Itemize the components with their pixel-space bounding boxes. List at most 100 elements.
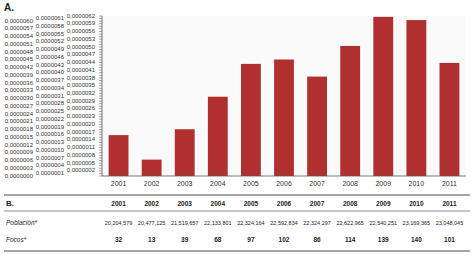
y-tick-label: 0,0000015	[5, 134, 34, 140]
y-tick	[99, 62, 102, 63]
y-tick-label: 0,0000023	[67, 113, 96, 119]
table-header: 2003	[177, 200, 192, 207]
x-tick-label: 2009	[375, 180, 391, 187]
y-tick	[99, 124, 102, 125]
y-tick-label: 0,0000034	[36, 85, 65, 91]
y-tick-label: 0,0000061	[36, 15, 65, 21]
y-tick	[99, 83, 102, 84]
table-cell: 23,048,045	[436, 220, 464, 226]
bar	[109, 135, 129, 176]
x-tick-label: 2008	[342, 180, 358, 187]
y-tick	[99, 70, 102, 71]
table-cell: 101	[444, 236, 455, 243]
table-cell: 39	[181, 236, 189, 243]
y-tick-label: 0,0000060	[5, 18, 34, 24]
table-cell: 20,204,579	[105, 220, 133, 226]
y-tick-label: 0,0000058	[36, 23, 65, 29]
table-header: 2008	[343, 200, 358, 207]
y-tick	[99, 21, 102, 22]
y-tick	[99, 44, 102, 45]
table-cell: 20,477,125	[138, 220, 166, 226]
x-axis-line	[102, 176, 466, 177]
y-tick-label: 0,0000025	[36, 108, 65, 114]
y-tick-label: 0,0000045	[5, 56, 34, 62]
y-tick-label: 0,0000003	[5, 165, 34, 171]
table-cell: 22,592,834	[270, 220, 298, 226]
table-header: 2004	[211, 200, 226, 207]
y-tick	[99, 85, 102, 86]
table-cell: 22,324,297	[303, 220, 331, 226]
y-tick	[99, 16, 102, 17]
y-tick-label: 0,0000013	[36, 139, 65, 145]
y-tick-label: 0,0000062	[67, 13, 96, 19]
y-tick-label: 0,0000052	[36, 38, 65, 44]
bar	[406, 20, 426, 176]
y-tick-label: 0,0000021	[5, 118, 34, 124]
y-tick	[99, 65, 102, 66]
y-tick	[99, 168, 102, 169]
y-tick-label: 0,0000054	[5, 33, 34, 39]
y-tick	[99, 59, 102, 60]
y-tick	[99, 31, 102, 32]
y-tick-label: 0,0000001	[36, 170, 65, 176]
y-tick-label: 0,0000043	[36, 62, 65, 68]
y-tick	[99, 80, 102, 81]
table-cell: 23,169,365	[403, 220, 431, 226]
y-tick-label: 0,0000042	[5, 64, 34, 70]
y-tick	[99, 150, 102, 151]
bar	[440, 63, 460, 176]
y-tick	[99, 160, 102, 161]
y-tick	[99, 111, 102, 112]
x-tick-label: 2003	[177, 180, 193, 187]
y-tick	[99, 114, 102, 115]
y-tick	[99, 39, 102, 40]
y-tick-label: 0,0000032	[67, 90, 96, 96]
y-tick	[99, 18, 102, 19]
y-tick	[99, 54, 102, 55]
y-tick	[99, 163, 102, 164]
y-tick-label: 0,0000009	[5, 149, 34, 155]
y-tick	[99, 132, 102, 133]
y-tick-label: 0,0000035	[67, 82, 96, 88]
chart: A.0,00000000,00000010,00000020,00000030,…	[0, 0, 474, 264]
table-header: 2001	[111, 200, 126, 207]
y-tick	[99, 176, 102, 177]
y-tick-label: 0,0000007	[36, 155, 65, 161]
y-tick-label: 0,0000046	[36, 54, 65, 60]
y-tick-label: 0,0000004	[36, 162, 65, 168]
table-header: 2010	[409, 200, 424, 207]
y-tick-label: 0,0000010	[36, 147, 65, 153]
table-cell: 68	[214, 236, 222, 243]
y-tick-label: 0,0000041	[67, 67, 96, 73]
table-header: 2009	[376, 200, 391, 207]
y-tick-label: 0,0000030	[5, 95, 34, 101]
table-header: 2002	[144, 200, 159, 207]
table: B.20012002200320042005200620072008200920…	[4, 195, 470, 251]
y-tick	[99, 34, 102, 35]
y-tick	[99, 23, 102, 24]
y-tick-label: 0,0000056	[67, 28, 96, 34]
x-tick-label: 2006	[276, 180, 292, 187]
y-tick-label: 0,0000044	[67, 59, 96, 65]
y-tick	[99, 108, 102, 109]
y-tick-label: 0,0000031	[36, 93, 65, 99]
y-tick	[99, 126, 102, 127]
y-tick-label: 0,0000014	[67, 136, 96, 142]
y-tick-label: 0,0000037	[36, 77, 65, 83]
y-tick	[99, 96, 102, 97]
x-tick-label: 2010	[409, 180, 425, 187]
bar	[340, 46, 360, 176]
bar	[373, 17, 393, 176]
bar	[241, 64, 261, 176]
y-tick	[99, 106, 102, 107]
y-tick	[99, 52, 102, 53]
table-rule	[4, 251, 470, 252]
y-tick-label: 0,0000036	[5, 80, 34, 86]
table-header: 2006	[277, 200, 292, 207]
y-tick-label: 0,0000026	[67, 105, 96, 111]
y-tick	[99, 98, 102, 99]
y-tick	[99, 157, 102, 158]
y-tick	[99, 116, 102, 117]
y-tick	[99, 119, 102, 120]
y-tick-label: 0,0000002	[67, 167, 96, 173]
